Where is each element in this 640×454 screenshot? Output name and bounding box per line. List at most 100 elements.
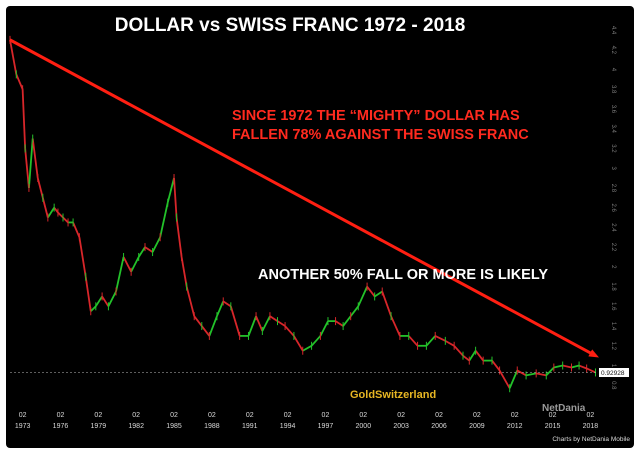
x-tick-year: 1997 [318, 423, 334, 430]
y-tick-label: 0.8 [610, 381, 616, 390]
chart-background [6, 6, 634, 448]
price-line [9, 35, 596, 393]
x-tick-year: 2000 [356, 423, 372, 430]
price-segment [84, 276, 92, 312]
price-segment [166, 177, 175, 203]
y-tick-label: 2 [610, 265, 616, 269]
y-tick-label: 1.4 [610, 322, 616, 331]
price-segment [216, 301, 225, 317]
price-segment [201, 325, 211, 337]
price-segment [173, 177, 178, 218]
price-segment [390, 315, 401, 337]
price-segment [408, 335, 419, 347]
chart-credit: Charts by NetDania Mobile [552, 436, 630, 443]
price-segment [508, 370, 519, 389]
y-tick-label: 1.6 [610, 302, 616, 311]
price-segment [62, 216, 69, 224]
price-segment [571, 364, 580, 369]
y-tick-label: 3.2 [610, 144, 616, 153]
price-segment [57, 211, 64, 219]
price-segment [525, 372, 537, 377]
price-segment [342, 315, 352, 327]
price-segment [462, 354, 470, 362]
price-segment [578, 364, 587, 370]
x-tick-month: 02 [397, 412, 405, 419]
x-tick-month: 02 [587, 412, 595, 419]
price-segment [229, 306, 241, 337]
price-segment [269, 315, 278, 322]
y-tick-label: 3.6 [610, 105, 616, 114]
price-segment [474, 350, 484, 362]
y-tick-label: 2.6 [610, 203, 616, 212]
price-segment [208, 315, 218, 337]
y-tick-label: 2.8 [610, 184, 616, 193]
price-segment [381, 291, 392, 317]
price-segment [357, 286, 368, 307]
price-segment [553, 364, 563, 369]
price-segment [302, 345, 313, 352]
price-segment [261, 315, 271, 332]
x-tick-month: 02 [473, 412, 481, 419]
price-segment [319, 320, 329, 337]
price-segment [159, 202, 169, 238]
x-tick-year: 1973 [15, 423, 31, 430]
x-tick-month: 02 [57, 412, 65, 419]
price-segment [47, 207, 55, 218]
x-tick-month: 02 [19, 412, 27, 419]
y-tick-label: 1.2 [610, 342, 616, 351]
price-segment [193, 315, 203, 327]
price-segment [535, 372, 547, 377]
price-segment [41, 197, 49, 218]
trend-arrow [9, 38, 599, 358]
price-segment [31, 138, 39, 179]
x-tick-month: 02 [170, 412, 178, 419]
x-tick-year: 2015 [545, 423, 561, 430]
price-segment [255, 315, 264, 332]
x-tick-year: 1988 [204, 423, 220, 430]
y-axis-ticks: 0.8 1 1.2 1.4 1.6 1.8 2 2.2 2.4 2.6 2.8 3 3.2 3.4 3.6 3… [610, 26, 616, 390]
price-segment [28, 138, 34, 188]
x-tick-year: 1982 [128, 423, 144, 430]
price-segment [562, 364, 572, 369]
price-segment [247, 315, 257, 337]
annotation-line-1: SINCE 1972 THE “MIGHTY” DOLLAR HAS [232, 108, 520, 124]
x-tick-year: 1976 [53, 423, 69, 430]
x-tick-month: 02 [549, 412, 557, 419]
x-tick-month: 02 [359, 412, 367, 419]
price-segment [374, 290, 383, 298]
x-tick-month: 02 [132, 412, 140, 419]
x-tick-year: 2003 [393, 423, 409, 430]
price-segment [284, 325, 295, 337]
price-segment [122, 256, 132, 273]
price-segment [222, 300, 232, 308]
last-price-label: 0.92928 [601, 370, 625, 377]
y-tick-label: 3 [610, 166, 616, 170]
price-segment [9, 39, 18, 75]
price-segment [90, 305, 97, 312]
price-segment [310, 335, 322, 347]
price-segment [491, 360, 501, 372]
annotation-line-2: FALLEN 78% AGAINST THE SWISS FRANC [232, 127, 529, 143]
netdania-logo: NetDania [542, 403, 586, 414]
price-segment [277, 320, 286, 327]
brand-label: GoldSwitzerland [350, 389, 436, 401]
x-tick-year: 1991 [242, 423, 258, 430]
price-segment [498, 370, 511, 389]
y-tick-label: 4.4 [610, 26, 616, 35]
x-tick-month: 02 [435, 412, 443, 419]
price-segment [349, 305, 359, 317]
price-segment [516, 369, 527, 377]
price-segment [293, 335, 304, 352]
x-tick-month: 02 [322, 412, 330, 419]
x-tick-month: 02 [511, 412, 519, 419]
annotation-line-3: ANOTHER 50% FALL OR MORE IS LIKELY [258, 267, 548, 283]
y-tick-label: 3.8 [610, 85, 616, 94]
price-segment [53, 207, 59, 214]
price-segment [144, 246, 154, 253]
x-tick-year: 1979 [91, 423, 107, 430]
x-tick-month: 02 [94, 412, 102, 419]
y-tick-label: 1.8 [610, 282, 616, 291]
price-segment [366, 286, 376, 297]
x-tick-year: 1985 [166, 423, 182, 430]
price-segment [21, 89, 27, 149]
